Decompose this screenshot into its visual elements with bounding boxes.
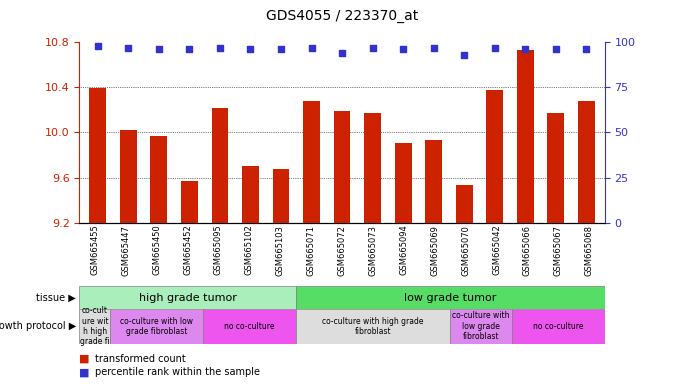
Text: GDS4055 / 223370_at: GDS4055 / 223370_at (266, 9, 418, 23)
Point (214, 45, 225, 51)
Point (306, 45, 317, 51)
Text: GSM665094: GSM665094 (399, 225, 408, 275)
Text: transformed count: transformed count (95, 354, 185, 364)
Text: percentile rank within the sample: percentile rank within the sample (95, 367, 260, 377)
Bar (211, 108, 228, 223)
Point (367, 45, 378, 51)
Bar (547, 113, 564, 223)
Bar (111, 309, 203, 344)
Text: GSM665071: GSM665071 (307, 225, 316, 275)
Bar (517, 50, 533, 223)
Text: GSM665103: GSM665103 (276, 225, 285, 275)
Bar (486, 89, 503, 223)
Point (397, 46, 408, 53)
Text: GSM665068: GSM665068 (585, 225, 594, 276)
Bar (272, 169, 290, 223)
Text: no co-culture: no co-culture (224, 322, 274, 331)
Point (184, 46, 195, 53)
Bar (296, 286, 605, 309)
Bar (89, 88, 106, 223)
Text: GSM665073: GSM665073 (368, 225, 377, 276)
Point (337, 50, 348, 56)
Text: GSM665102: GSM665102 (245, 225, 254, 275)
Text: co-culture with
low grade
fibroblast: co-culture with low grade fibroblast (453, 311, 510, 341)
Bar (512, 309, 605, 344)
Bar (450, 309, 512, 344)
Text: co-cult
ure wit
h high
grade fi: co-cult ure wit h high grade fi (80, 306, 110, 346)
Bar (79, 309, 111, 344)
Point (93, 43, 104, 49)
Point (550, 46, 561, 53)
Text: co-culture with low
grade fibroblast: co-culture with low grade fibroblast (120, 317, 193, 336)
Point (459, 52, 470, 58)
Bar (395, 142, 412, 223)
Text: GSM665066: GSM665066 (523, 225, 532, 276)
Text: co-culture with high grade
fibroblast: co-culture with high grade fibroblast (322, 317, 424, 336)
Bar (203, 309, 296, 344)
Text: low grade tumor: low grade tumor (404, 293, 496, 303)
Point (580, 46, 591, 53)
Point (489, 45, 500, 51)
Bar (425, 141, 442, 223)
Text: high grade tumor: high grade tumor (139, 293, 236, 303)
Bar (296, 309, 450, 344)
Text: tissue ▶: tissue ▶ (36, 293, 76, 303)
Bar (79, 286, 296, 309)
Bar (181, 181, 198, 223)
Point (428, 45, 439, 51)
Point (276, 46, 287, 53)
Text: GSM665452: GSM665452 (183, 225, 192, 275)
Text: ■: ■ (79, 354, 90, 364)
Text: growth protocol ▶: growth protocol ▶ (0, 321, 76, 331)
Text: no co-culture: no co-culture (533, 322, 583, 331)
Text: GSM665072: GSM665072 (337, 225, 347, 275)
Text: GSM665095: GSM665095 (214, 225, 223, 275)
Text: ■: ■ (79, 367, 90, 377)
Bar (578, 101, 595, 223)
Bar (120, 130, 137, 223)
Bar (364, 113, 381, 223)
Bar (456, 185, 473, 223)
Bar (242, 166, 259, 223)
Text: GSM665067: GSM665067 (553, 225, 562, 276)
Bar (334, 111, 350, 223)
Bar (303, 101, 320, 223)
Text: GSM665070: GSM665070 (461, 225, 470, 275)
Text: GSM665455: GSM665455 (91, 225, 100, 275)
Point (123, 45, 134, 51)
Text: GSM665069: GSM665069 (430, 225, 439, 275)
Point (245, 46, 256, 53)
Point (153, 46, 164, 53)
Text: GSM665042: GSM665042 (492, 225, 501, 275)
Point (520, 46, 531, 53)
Text: GSM665450: GSM665450 (152, 225, 161, 275)
Text: GSM665447: GSM665447 (122, 225, 131, 275)
Bar (151, 136, 167, 223)
